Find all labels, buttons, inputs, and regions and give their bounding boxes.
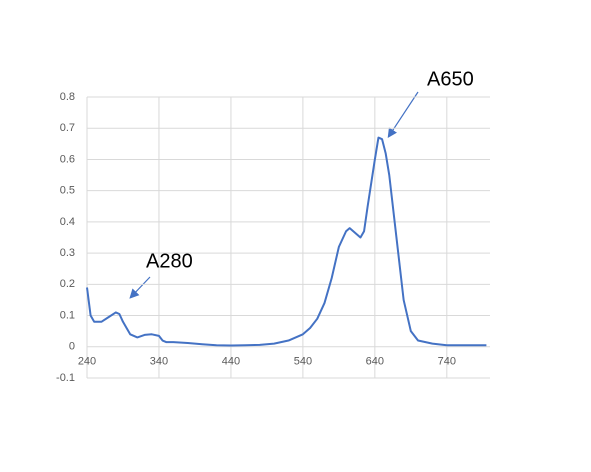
- y-tick-label: 0.4: [60, 216, 75, 228]
- x-tick-label: 540: [294, 356, 312, 368]
- y-tick-label: 0.3: [60, 247, 75, 259]
- x-tick-label: 340: [150, 356, 168, 368]
- arrow: [129, 276, 151, 299]
- y-tick-label: 0.2: [60, 278, 75, 290]
- y-tick-label: 0.6: [60, 153, 75, 165]
- x-tick-label: 640: [366, 356, 384, 368]
- annotation: A280: [146, 250, 193, 272]
- x-tick-label: 240: [78, 356, 96, 368]
- y-tick-label: 0.1: [60, 309, 75, 321]
- y-tick-label: 0.7: [60, 122, 75, 134]
- spectrum-line: [86, 136, 487, 347]
- x-tick-label: 740: [438, 356, 456, 368]
- annotation: A650: [427, 68, 474, 90]
- y-tick-label: 0.8: [60, 91, 75, 103]
- x-tick-label: 440: [222, 356, 240, 368]
- y-tick-label: -0.1: [56, 372, 75, 384]
- arrow: [387, 91, 419, 139]
- y-tick-label: 0: [69, 341, 75, 353]
- y-tick-label: 0.5: [60, 185, 75, 197]
